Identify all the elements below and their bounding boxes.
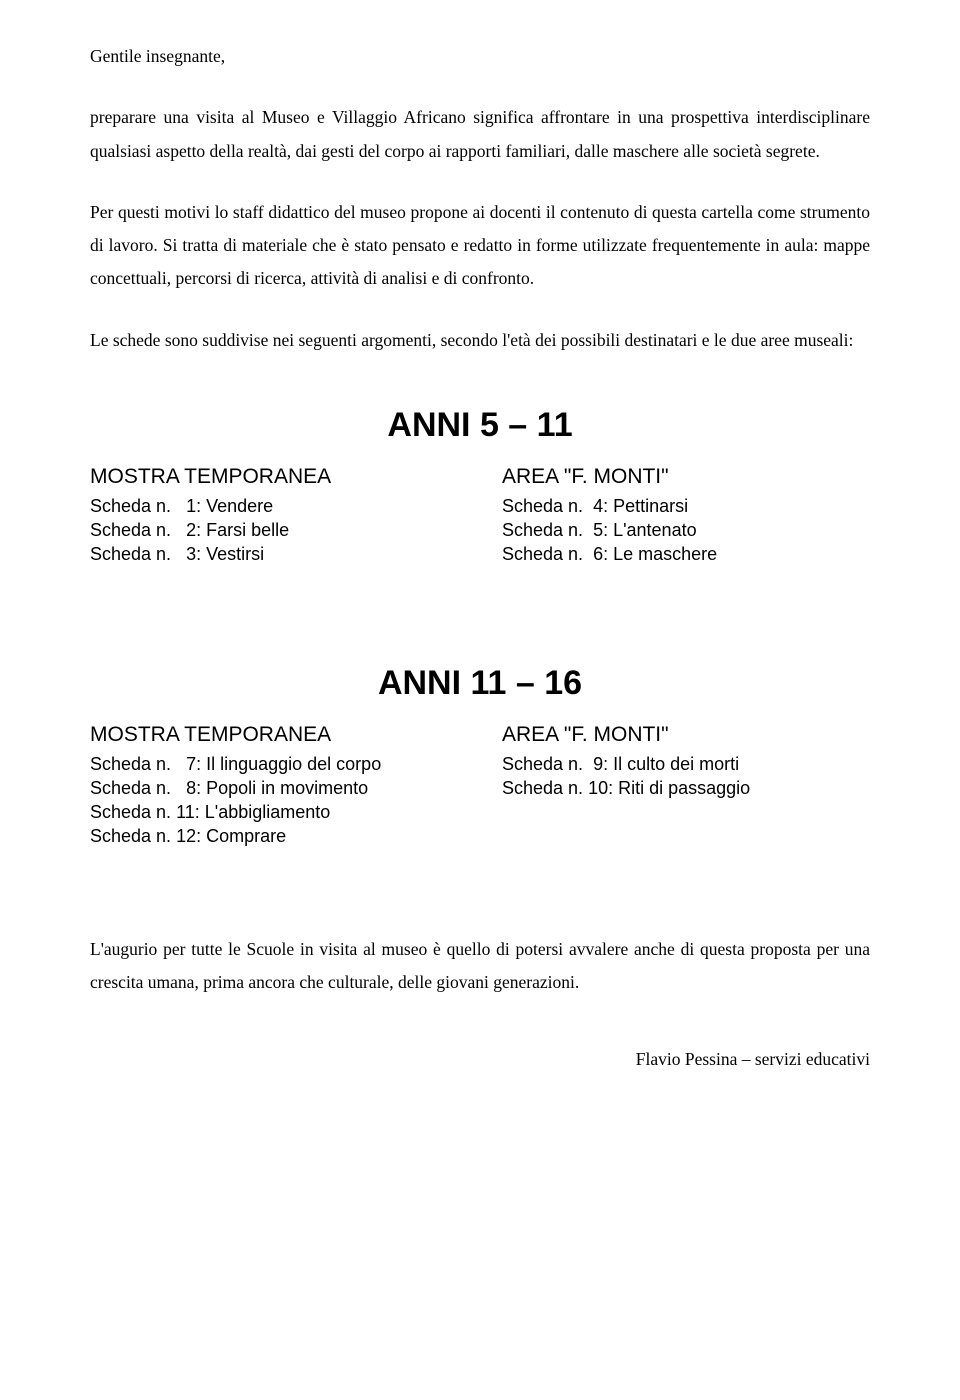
section-2-left-column: MOSTRA TEMPORANEA Scheda n. 7: Il lingua… — [90, 721, 480, 849]
salutation-text: Gentile insegnante, — [90, 40, 870, 73]
scheda-item: Scheda n. 4: Pettinarsi — [502, 494, 870, 518]
section-2-right-column: AREA "F. MONTI" Scheda n. 9: Il culto de… — [480, 721, 870, 849]
section-1-left-column: MOSTRA TEMPORANEA Scheda n. 1: Vendere S… — [90, 463, 480, 566]
scheda-item: Scheda n. 3: Vestirsi — [90, 542, 480, 566]
scheda-item: Scheda n. 12: Comprare — [90, 824, 480, 848]
section-heading-anni-5-11: ANNI 5 – 11 — [90, 393, 870, 458]
scheda-item: Scheda n. 8: Popoli in movimento — [90, 776, 480, 800]
signature-line: Flavio Pessina – servizi educativi — [90, 1043, 870, 1076]
area-monti-title-1: AREA "F. MONTI" — [502, 463, 870, 491]
section-1-right-column: AREA "F. MONTI" Scheda n. 4: Pettinarsi … — [480, 463, 870, 566]
area-monti-title-2: AREA "F. MONTI" — [502, 721, 870, 749]
section-heading-anni-11-16: ANNI 11 – 16 — [90, 651, 870, 716]
scheda-item: Scheda n. 10: Riti di passaggio — [502, 776, 870, 800]
intro-paragraph-3: Le schede sono suddivise nei seguenti ar… — [90, 324, 870, 357]
scheda-item: Scheda n. 1: Vendere — [90, 494, 480, 518]
scheda-item: Scheda n. 11: L'abbigliamento — [90, 800, 480, 824]
scheda-item: Scheda n. 9: Il culto dei morti — [502, 752, 870, 776]
mostra-temporanea-title-1: MOSTRA TEMPORANEA — [90, 463, 480, 491]
section-1-columns: MOSTRA TEMPORANEA Scheda n. 1: Vendere S… — [90, 463, 870, 566]
closing-paragraph: L'augurio per tutte le Scuole in visita … — [90, 933, 870, 1000]
mostra-temporanea-title-2: MOSTRA TEMPORANEA — [90, 721, 480, 749]
scheda-item: Scheda n. 7: Il linguaggio del corpo — [90, 752, 480, 776]
intro-paragraph-1: preparare una visita al Museo e Villaggi… — [90, 101, 870, 168]
scheda-item: Scheda n. 2: Farsi belle — [90, 518, 480, 542]
scheda-item: Scheda n. 5: L'antenato — [502, 518, 870, 542]
scheda-item: Scheda n. 6: Le maschere — [502, 542, 870, 566]
intro-paragraph-2: Per questi motivi lo staff didattico del… — [90, 196, 870, 296]
section-2-columns: MOSTRA TEMPORANEA Scheda n. 7: Il lingua… — [90, 721, 870, 849]
